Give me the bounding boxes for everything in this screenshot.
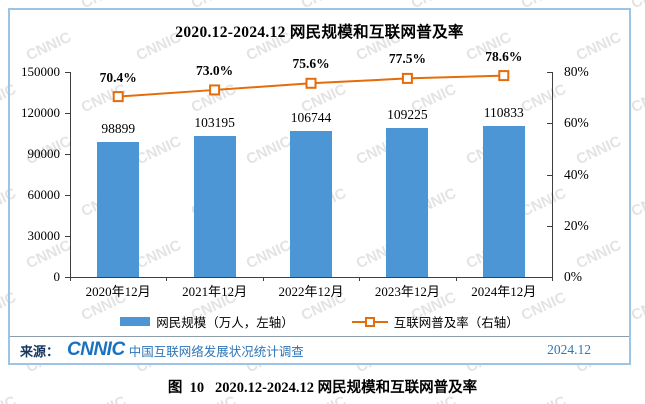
chart-legend: 网民规模（万人，左轴） 互联网普及率（右轴）	[10, 312, 629, 331]
source-organization-label: 中国互联网络发展状况统计调查	[128, 344, 304, 359]
bar-value-label: 106744	[290, 110, 332, 126]
cnnic-watermark-text: CNNIC	[629, 0, 645, 12]
x-axis-tick	[455, 277, 457, 281]
bar	[290, 131, 332, 277]
bar	[386, 127, 429, 277]
legend-item-penetration-rate: 互联网普及率（右轴）	[351, 312, 519, 331]
x-axis-category-label: 2024年12月	[471, 284, 537, 299]
right-axis-tick	[547, 72, 552, 73]
cnnic-watermark-text: CNNIC	[628, 80, 645, 117]
right-axis-tick	[547, 123, 552, 125]
line-marker-square	[498, 70, 510, 82]
x-axis-category-label: 2022年12月	[278, 284, 344, 299]
left-axis-tick-label: 120000	[21, 105, 60, 120]
line-value-label: 78.6%	[485, 48, 523, 64]
right-axis-tick	[547, 277, 552, 278]
report-edition-label: 2024.12	[547, 342, 591, 357]
figure-box: 2020.12-2024.12 网民规模和互联网普及率 网民规模（万人，左轴） …	[8, 8, 631, 365]
left-axis-tick	[65, 72, 70, 73]
legend-item-netizen-scale: 网民规模（万人，左轴）	[120, 312, 294, 331]
x-axis-tick	[359, 277, 361, 281]
left-axis-tick	[65, 154, 70, 155]
left-axis-tick	[65, 195, 70, 196]
left-axis-tick	[65, 236, 70, 237]
x-axis-tick	[552, 277, 553, 281]
x-axis-tick	[166, 277, 168, 281]
right-axis-tick-label: 60%	[564, 115, 589, 131]
line-value-label: 77.5%	[388, 51, 426, 67]
bar-series-swatch-icon	[120, 317, 151, 326]
figure-caption: 图 10 2020.12-2024.12 网民规模和互联网普及率	[167, 380, 478, 396]
bar	[193, 135, 236, 277]
bar-value-label: 103195	[194, 114, 235, 130]
left-axis-tick	[65, 277, 70, 278]
line-series-swatch-icon	[351, 316, 388, 327]
source-bar: 来源： CNNIC 中国互联网络发展状况统计调查 2024.12	[10, 336, 629, 363]
x-axis-tick	[70, 277, 71, 281]
x-axis-line	[70, 277, 552, 278]
bar-value-label: 110833	[483, 104, 524, 120]
bar	[97, 141, 140, 277]
bar-value-label: 109225	[387, 106, 428, 122]
line-marker-square	[305, 77, 317, 89]
line-value-label: 70.4%	[99, 69, 137, 85]
left-axis-tick-label: 0	[53, 269, 61, 284]
line-marker-square	[209, 84, 221, 96]
cnnic-watermark-text: CNNIC	[628, 184, 645, 221]
legend-label: 网民规模（万人，左轴）	[156, 316, 294, 330]
line-value-label: 75.6%	[292, 56, 330, 72]
legend-label: 互联网普及率（右轴）	[393, 316, 519, 330]
source-prefix-label: 来源：	[20, 343, 60, 359]
left-axis-tick-label: 90000	[27, 146, 61, 161]
right-axis-tick-label: 0%	[564, 269, 582, 284]
cnnic-logo: CNNIC	[67, 339, 125, 360]
right-axis-tick	[547, 225, 552, 227]
left-axis-tick-label: 150000	[21, 64, 60, 79]
bar-value-label: 98899	[101, 120, 136, 136]
line-value-label: 73.0%	[196, 62, 234, 78]
right-axis-tick-label: 20%	[564, 217, 589, 233]
bar	[482, 125, 525, 277]
right-axis-line	[552, 72, 553, 277]
line-marker-square	[112, 91, 124, 103]
line-marker-square	[401, 72, 413, 84]
left-axis-tick	[65, 113, 70, 114]
left-axis-tick-label: 30000	[27, 228, 61, 243]
x-axis-category-label: 2021年12月	[182, 284, 248, 299]
right-axis-tick	[547, 174, 552, 176]
chart-title: 2020.12-2024.12 网民规模和互联网普及率	[175, 24, 464, 41]
right-axis-tick-label: 80%	[564, 64, 589, 79]
left-axis-tick-label: 60000	[27, 187, 61, 202]
left-axis-line	[70, 72, 71, 277]
x-axis-category-label: 2020年12月	[85, 284, 151, 299]
cnnic-watermark-text: CNNIC	[628, 288, 645, 325]
x-axis-category-label: 2023年12月	[374, 284, 440, 299]
x-axis-tick	[262, 277, 264, 281]
right-axis-tick-label: 40%	[564, 166, 589, 182]
